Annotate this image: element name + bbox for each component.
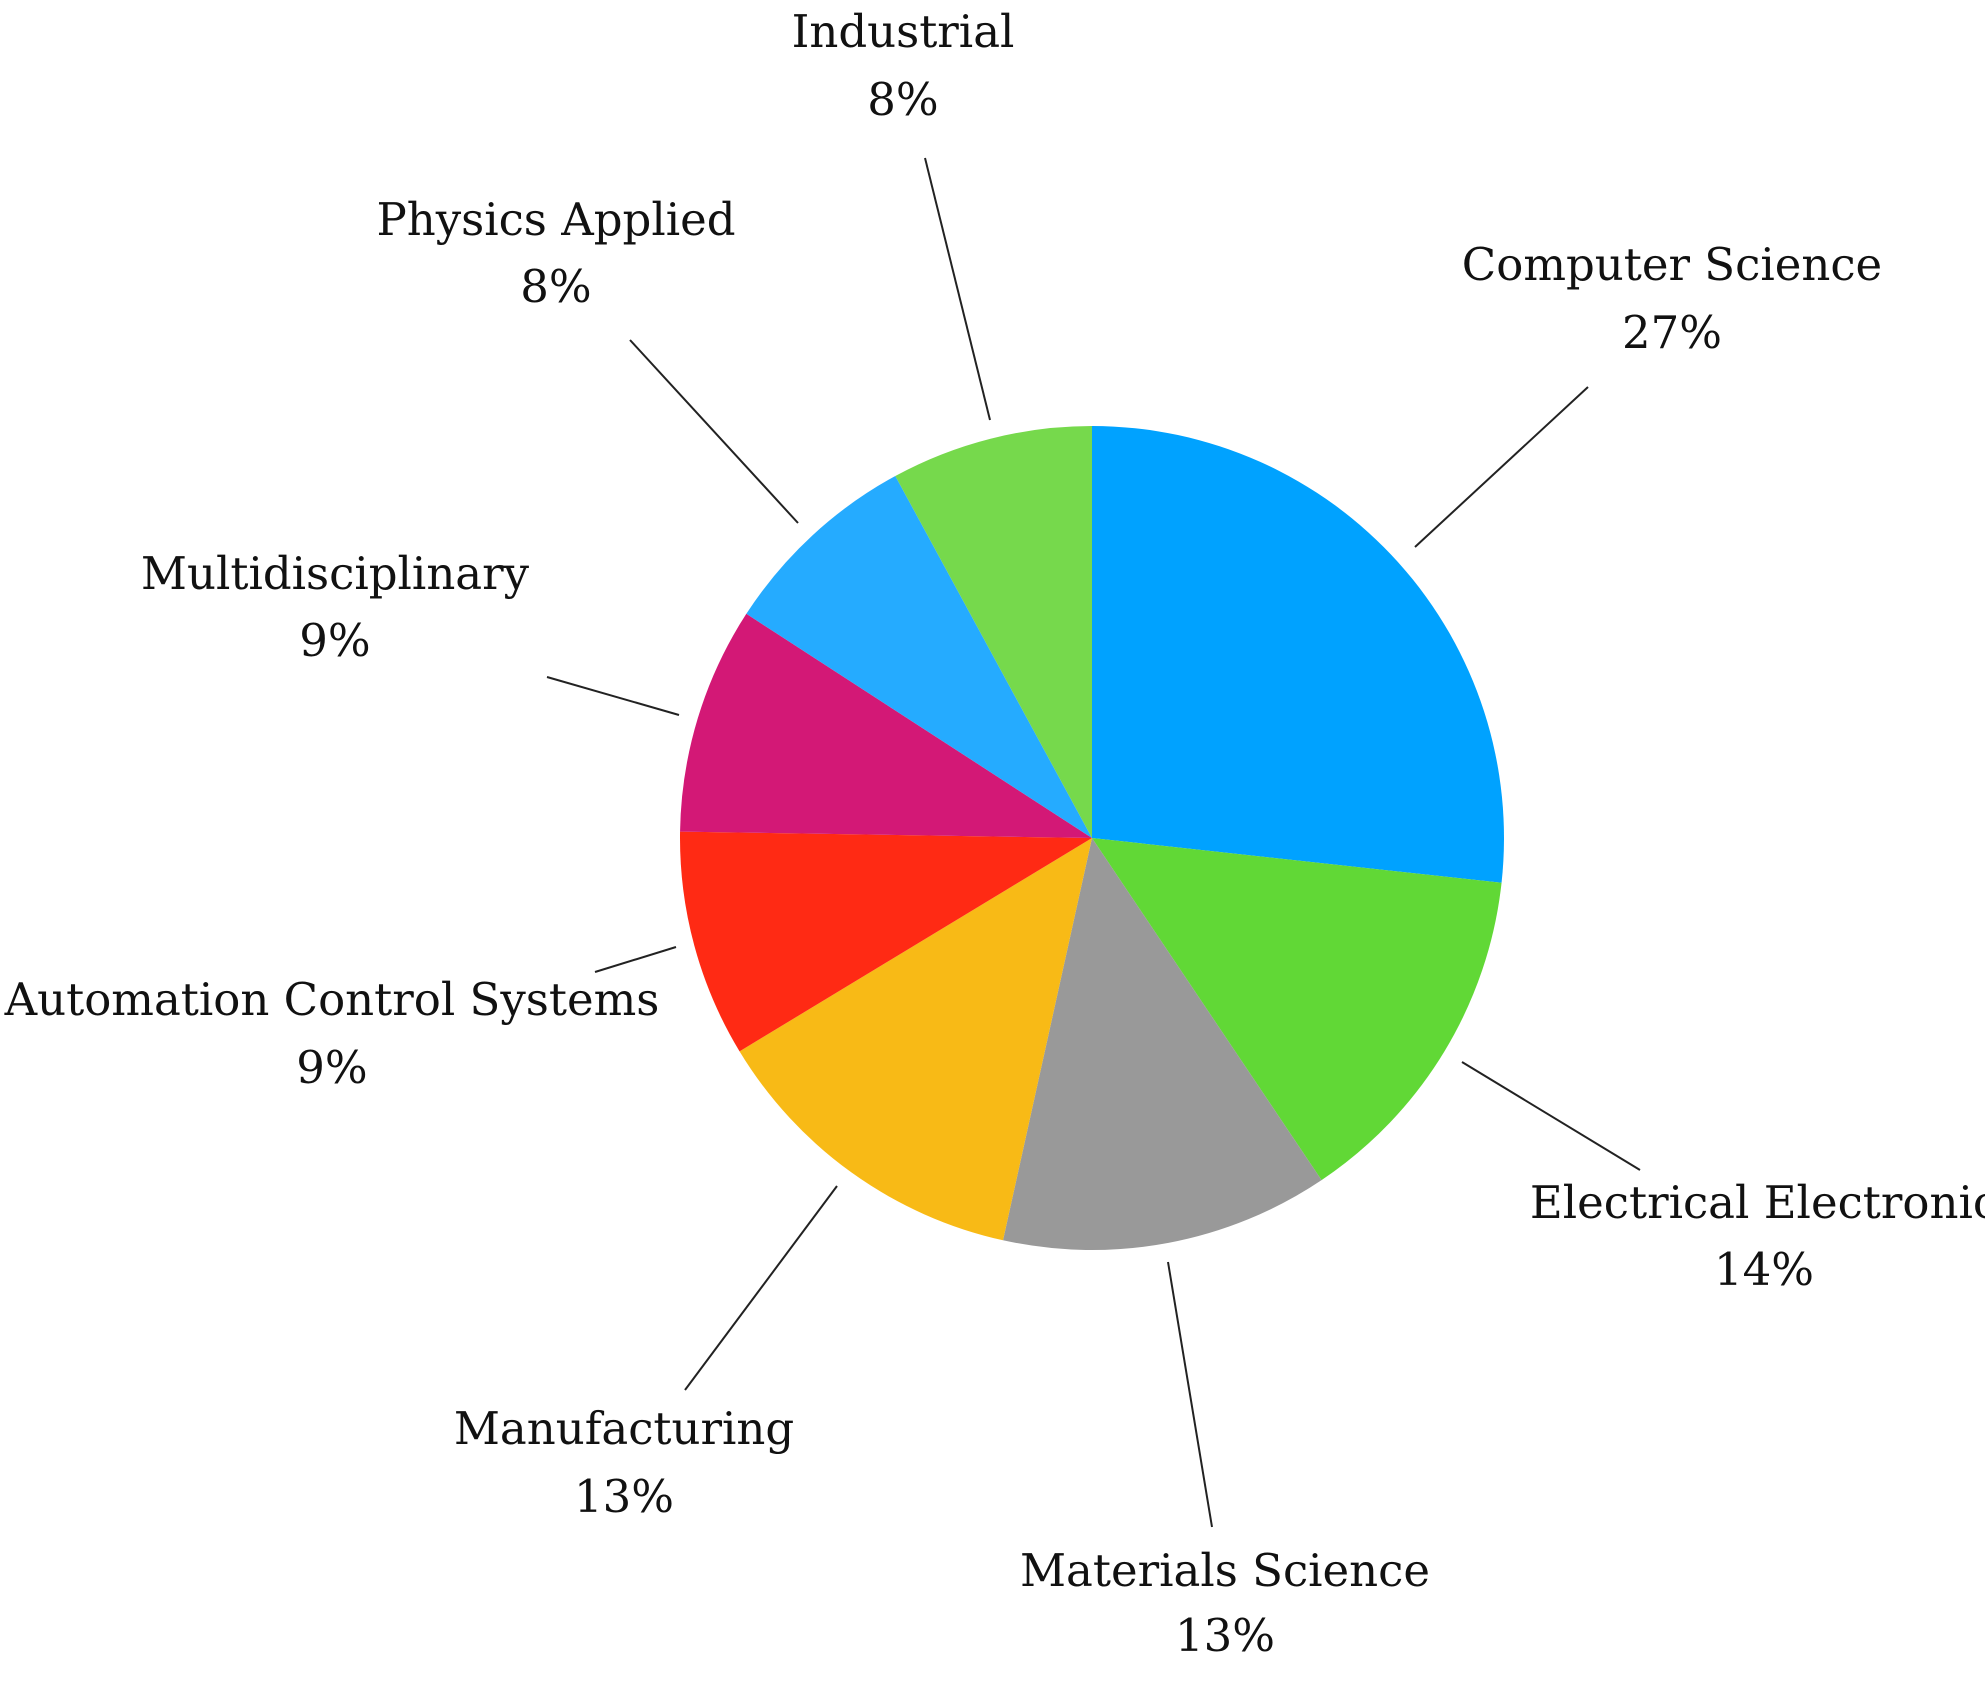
slice-labels: Computer Science 27% Electrical Electronic… — [4, 5, 1985, 1662]
slice-value-physics-applied: 8% — [520, 260, 591, 313]
slice-label-automation-control-systems: Automation Control Systems — [4, 973, 660, 1026]
pie-slice-multidisciplinary — [680, 613, 1092, 838]
leader-line-industrial — [924, 157, 991, 421]
pie-slice-automation-control-systems — [680, 831, 1092, 1052]
slice-label-computer-science: Computer Science — [1462, 238, 1882, 291]
leader-line-physics-applied — [629, 339, 799, 524]
slice-value-materials-science: 13% — [1175, 1609, 1275, 1662]
pie-slice-computer-science — [1092, 426, 1504, 883]
pie-slice-physics-applied — [746, 475, 1092, 838]
slice-label-materials-science: Materials Science — [1020, 1544, 1430, 1597]
slice-label-manufacturing: Manufacturing — [454, 1402, 794, 1455]
leader-line-electrical-electronic — [1461, 1061, 1641, 1171]
pie-slices — [680, 426, 1504, 1250]
slice-label-electrical-electronic: Electrical Electronic — [1530, 1176, 1985, 1229]
pie-slice-materials-science — [1003, 838, 1322, 1250]
slice-value-manufacturing: 13% — [574, 1470, 674, 1523]
leader-line-multidisciplinary — [546, 676, 680, 716]
slice-label-industrial: Industrial — [792, 5, 1015, 58]
pie-slice-industrial — [895, 426, 1092, 838]
slice-label-physics-applied: Physics Applied — [376, 193, 735, 246]
slice-value-automation-control-systems: 9% — [296, 1041, 367, 1094]
leader-line-manufacturing — [684, 1185, 838, 1391]
pie-slice-manufacturing — [739, 838, 1092, 1241]
leader-line-computer-science — [1414, 386, 1589, 548]
slice-value-multidisciplinary: 9% — [299, 614, 370, 667]
leader-line-automation-control-systems — [594, 946, 677, 973]
slice-value-industrial: 8% — [867, 73, 938, 126]
slice-value-computer-science: 27% — [1622, 306, 1722, 359]
pie-slice-electrical-electronic — [1092, 838, 1502, 1181]
slice-label-multidisciplinary: Multidisciplinary — [141, 547, 530, 600]
leader-line-materials-science — [1167, 1261, 1213, 1528]
slice-value-electrical-electronic: 14% — [1714, 1243, 1814, 1296]
leader-lines — [546, 157, 1641, 1528]
